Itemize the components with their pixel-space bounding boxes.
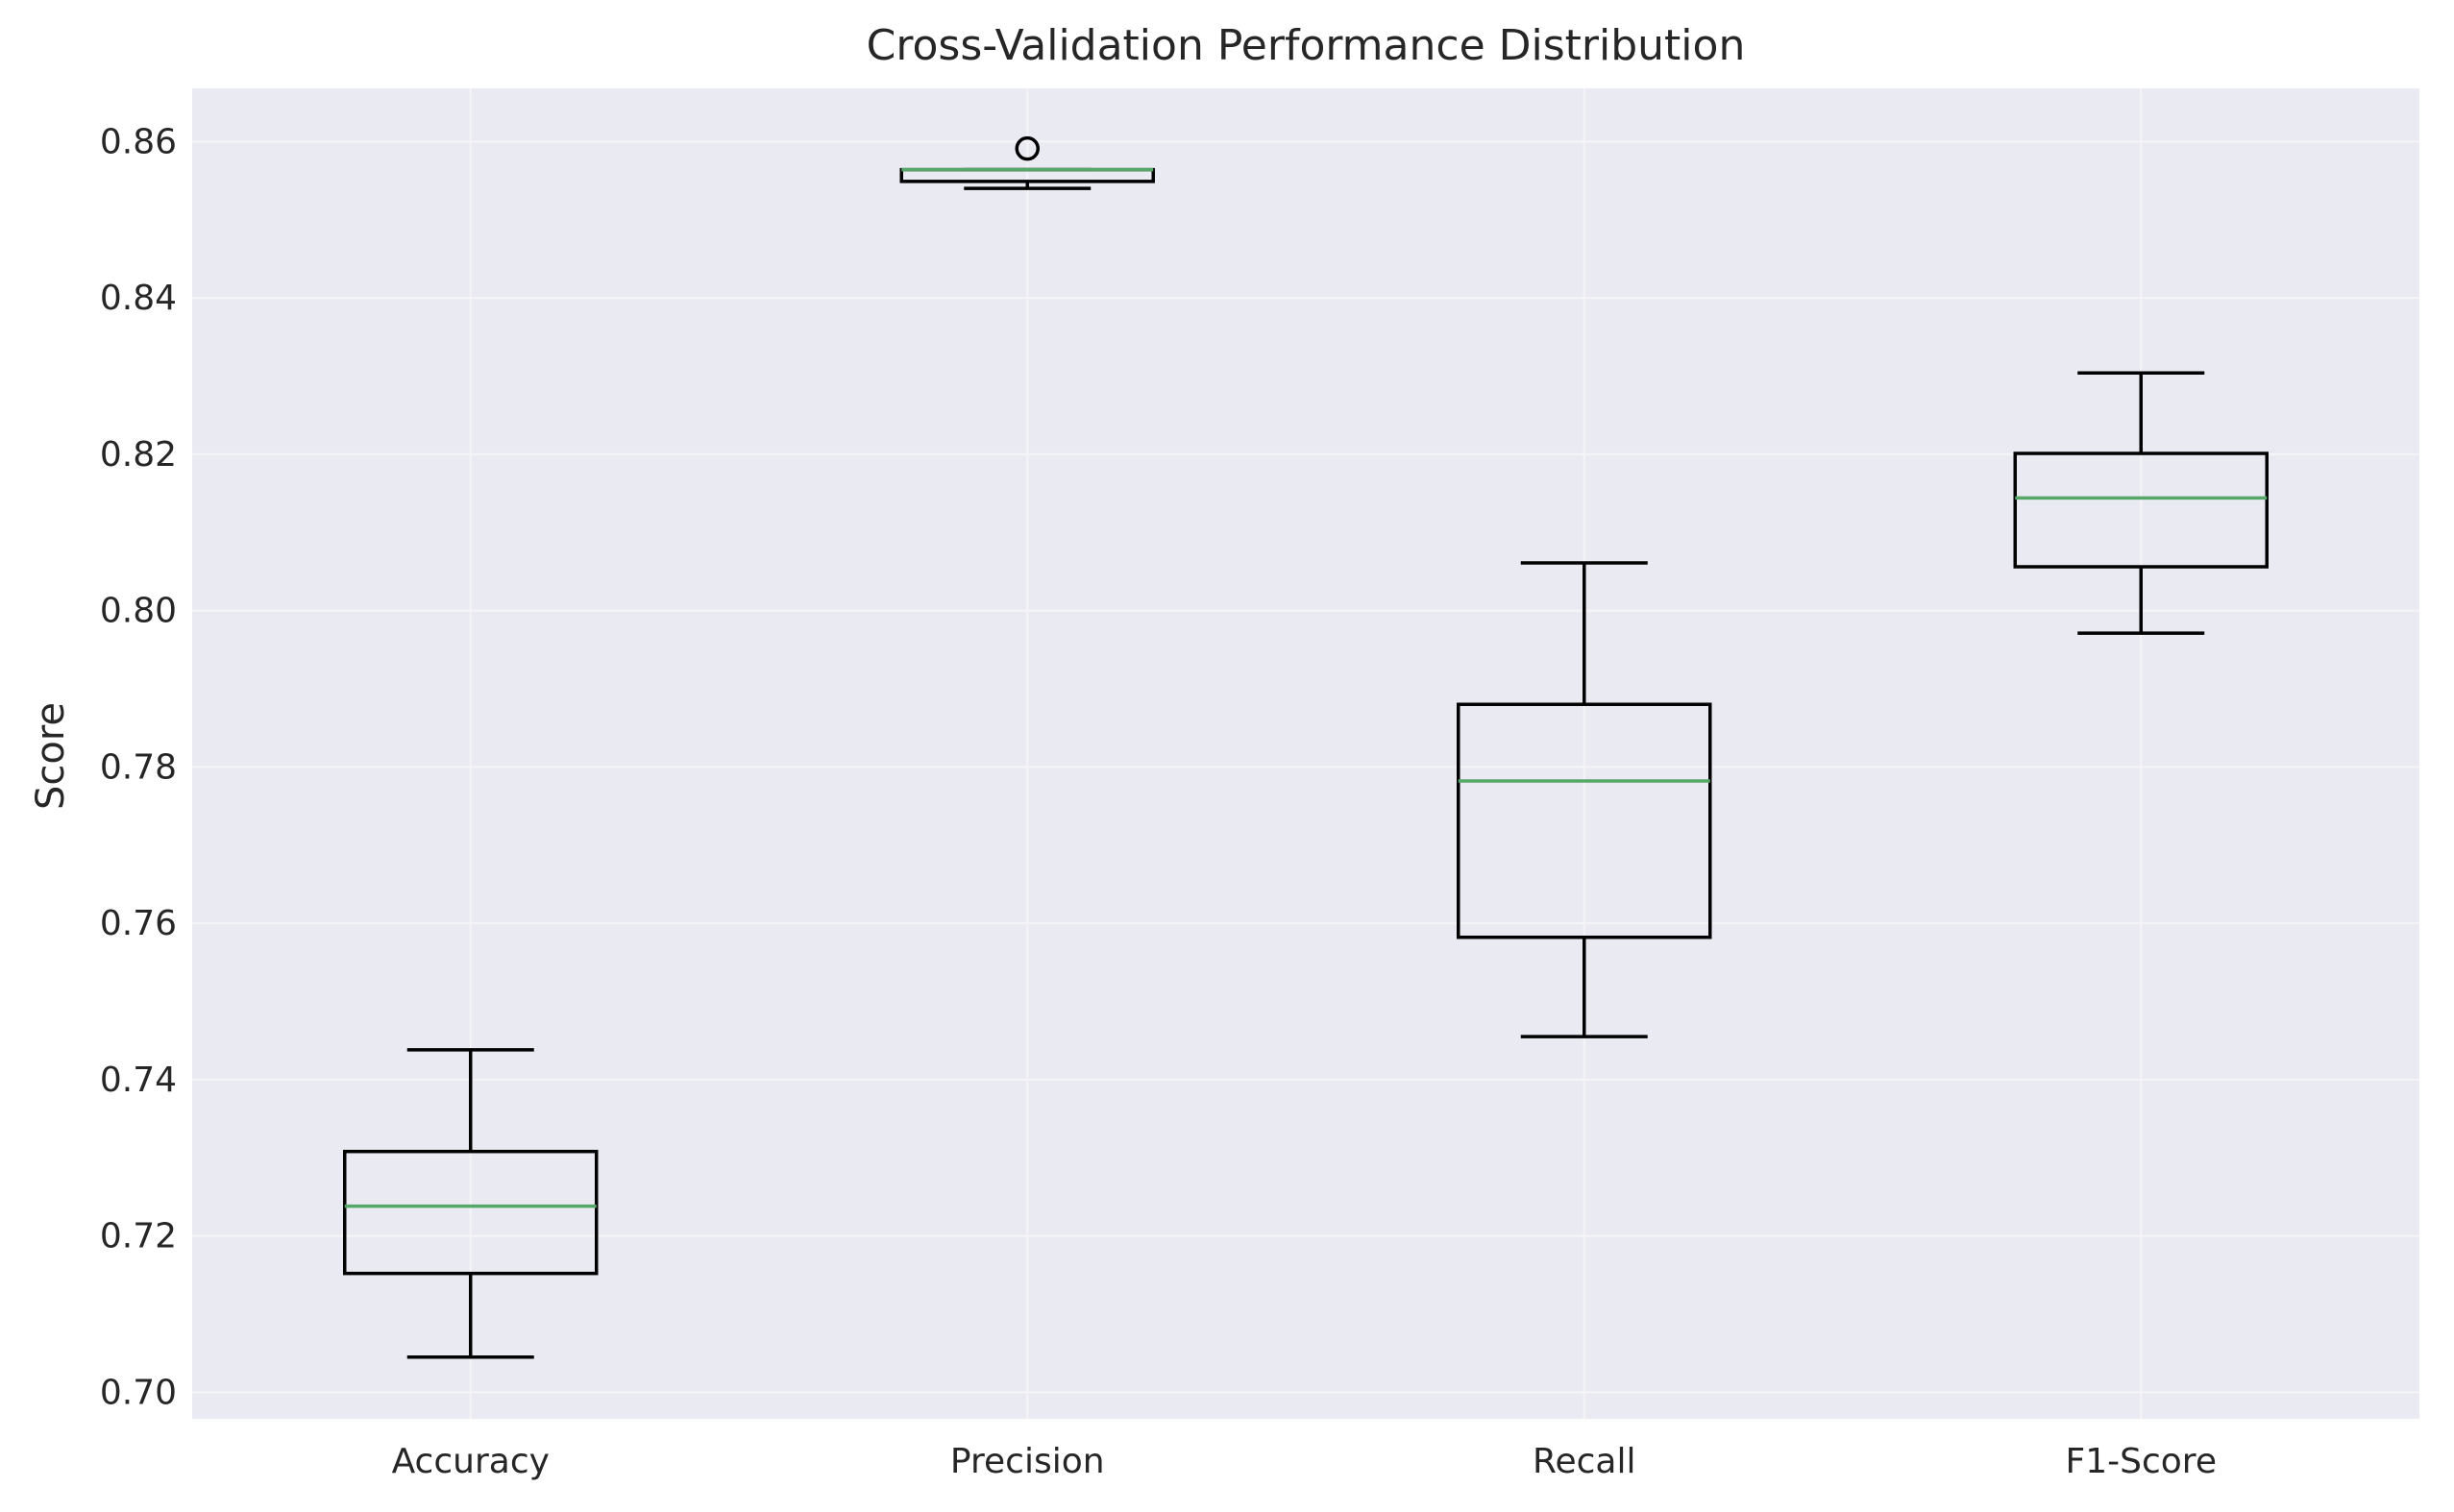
- y-tick-label: 0.78: [100, 747, 177, 787]
- y-tick-label: 0.84: [100, 279, 177, 318]
- iqr-box: [2013, 451, 2269, 569]
- y-tick-label: 0.72: [100, 1217, 177, 1256]
- x-tick-label: Recall: [1533, 1442, 1635, 1481]
- y-tick-label: 0.80: [100, 592, 177, 631]
- y-tick-labels: 0.70 0.72 0.74 0.76 0.78 0.80 0.82 0.84 0.86: [100, 122, 177, 1412]
- iqr-box: [1457, 702, 1712, 939]
- y-axis-label: Score: [29, 702, 73, 810]
- box-accuracy: [343, 1048, 599, 1359]
- x-tick-label: Accuracy: [392, 1442, 550, 1481]
- plot-area: [192, 88, 2419, 1419]
- x-tick-labels: Accuracy Precision Recall F1-Score: [392, 1442, 2217, 1481]
- y-tick-label: 0.76: [100, 904, 177, 943]
- y-tick-label: 0.82: [100, 435, 177, 475]
- y-tick-label: 0.70: [100, 1373, 177, 1412]
- box-precision: [899, 135, 1155, 190]
- box-recall: [1457, 561, 1712, 1038]
- boxes-layer: [343, 135, 2269, 1359]
- x-tick-label: F1-Score: [2066, 1442, 2217, 1481]
- iqr-box: [343, 1149, 599, 1276]
- outlier-point: [1015, 135, 1040, 161]
- x-tick-label: Precision: [950, 1442, 1105, 1481]
- chart-title: Cross-Validation Performance Distributio…: [867, 21, 1746, 70]
- y-tick-label: 0.74: [100, 1061, 177, 1100]
- box-f1-score: [2013, 371, 2269, 635]
- y-tick-label: 0.86: [100, 122, 177, 161]
- grid-lines: [192, 88, 2419, 1419]
